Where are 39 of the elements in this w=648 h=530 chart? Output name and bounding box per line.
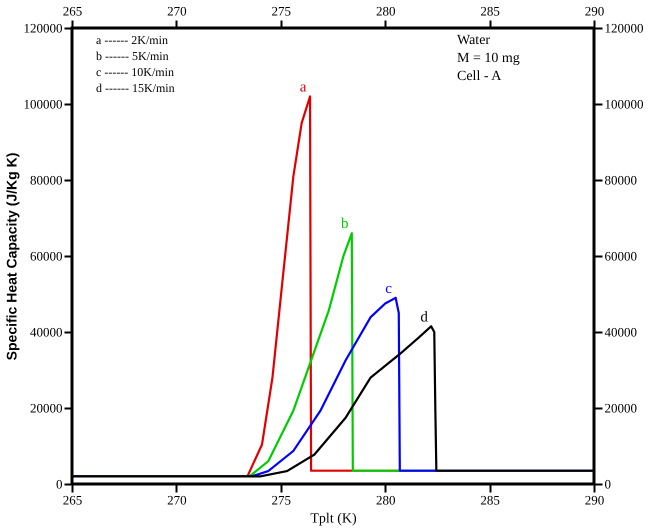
annotation: Water <box>457 33 490 48</box>
annotation: d ------ 15K/min <box>96 81 175 95</box>
series-label: c <box>385 280 392 297</box>
annotation: b ------ 5K/min <box>96 49 169 63</box>
x-tick-label: 285 <box>480 492 500 508</box>
y2-tick-label: 120000 <box>604 20 644 36</box>
y2-tick-label: 80000 <box>604 172 637 188</box>
y2-tick-label: 0 <box>604 476 611 492</box>
y-tick-label: 40000 <box>30 324 62 340</box>
series-label: d <box>420 309 428 326</box>
x2-tick-label: 285 <box>480 4 500 18</box>
x2-tick-label: 275 <box>272 4 292 18</box>
y-tick-label: 120000 <box>24 20 62 36</box>
series-label: b <box>341 216 349 232</box>
x-tick-label: 280 <box>376 492 396 508</box>
y2-tick-label: 20000 <box>604 400 637 416</box>
y2-tick-label: 60000 <box>604 248 637 264</box>
annotation: a ------ 2K/min <box>96 33 168 47</box>
annotation: M = 10 mg <box>457 51 520 66</box>
x-tick-label: 270 <box>167 492 187 508</box>
x2-tick-label: 280 <box>376 4 396 18</box>
y-tick-label: 60000 <box>30 248 62 264</box>
x-tick-label: 275 <box>272 492 292 508</box>
x2-tick-label: 270 <box>167 4 187 18</box>
y-tick-label: 80000 <box>30 172 62 188</box>
y-tick-label: 0 <box>56 476 62 492</box>
y-tick-label: 20000 <box>30 400 62 416</box>
y-axis-title: Specific Heat Capacity (J/Kg K) <box>4 152 20 360</box>
x2-tick-label: 290 <box>584 4 604 18</box>
x2-tick-label: 265 <box>62 4 82 18</box>
y-tick-label: 100000 <box>24 96 62 112</box>
y2-tick-label: 40000 <box>604 324 637 340</box>
x-tick-label: 265 <box>62 492 82 508</box>
x-tick-label: 290 <box>584 492 604 508</box>
series-label: a <box>300 79 307 96</box>
x-axis-title: Tplt (K) <box>310 512 357 526</box>
annotation: Cell - A <box>457 69 502 84</box>
annotation: c ------ 10K/min <box>96 65 174 79</box>
y2-tick-label: 100000 <box>604 96 644 112</box>
